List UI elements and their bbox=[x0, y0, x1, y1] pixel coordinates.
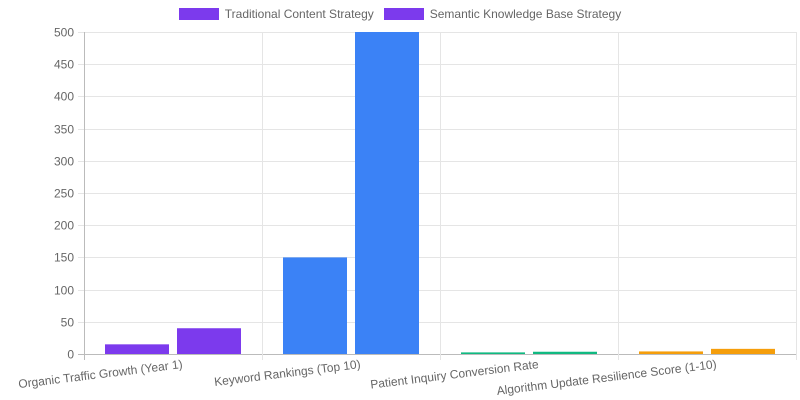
y-tick-label: 50 bbox=[61, 316, 75, 330]
grid-lines bbox=[78, 32, 797, 360]
bar[interactable] bbox=[105, 344, 169, 354]
y-tick-label: 100 bbox=[54, 284, 74, 298]
legend-label-semantic: Semantic Knowledge Base Strategy bbox=[429, 7, 622, 21]
y-tick-label: 400 bbox=[54, 90, 74, 104]
legend-swatch-traditional bbox=[178, 8, 219, 20]
y-tick-label: 200 bbox=[54, 219, 74, 233]
bar[interactable] bbox=[283, 257, 347, 354]
bar[interactable] bbox=[355, 32, 419, 354]
y-tick-label: 300 bbox=[54, 155, 74, 169]
x-axis: Organic Traffic Growth (Year 1) Keyword R… bbox=[17, 357, 717, 398]
legend-item-traditional[interactable]: Traditional Content Strategy bbox=[178, 7, 374, 21]
y-tick-label: 250 bbox=[54, 187, 74, 201]
bar[interactable] bbox=[461, 352, 525, 354]
legend-swatch-semantic bbox=[383, 8, 424, 20]
bars bbox=[105, 32, 775, 354]
y-tick-label: 350 bbox=[54, 123, 74, 137]
y-tick-label: 150 bbox=[54, 251, 74, 265]
bar[interactable] bbox=[533, 351, 597, 354]
legend-label-traditional: Traditional Content Strategy bbox=[224, 7, 374, 21]
y-tick-label: 450 bbox=[54, 58, 74, 72]
bar[interactable] bbox=[711, 348, 775, 354]
y-axis: 0 50 100 150 200 250 300 350 400 450 500 bbox=[54, 26, 74, 362]
chart-legend: Traditional Content Strategy Semantic Kn… bbox=[0, 7, 800, 21]
y-tick-label: 500 bbox=[54, 26, 74, 40]
bar[interactable] bbox=[177, 328, 241, 354]
bar[interactable] bbox=[639, 351, 703, 354]
x-tick-label: Keyword Rankings (Top 10) bbox=[213, 357, 361, 389]
x-tick-label: Organic Traffic Growth (Year 1) bbox=[17, 357, 183, 391]
legend-item-semantic[interactable]: Semantic Knowledge Base Strategy bbox=[383, 7, 622, 21]
y-tick-label: 0 bbox=[67, 348, 74, 362]
